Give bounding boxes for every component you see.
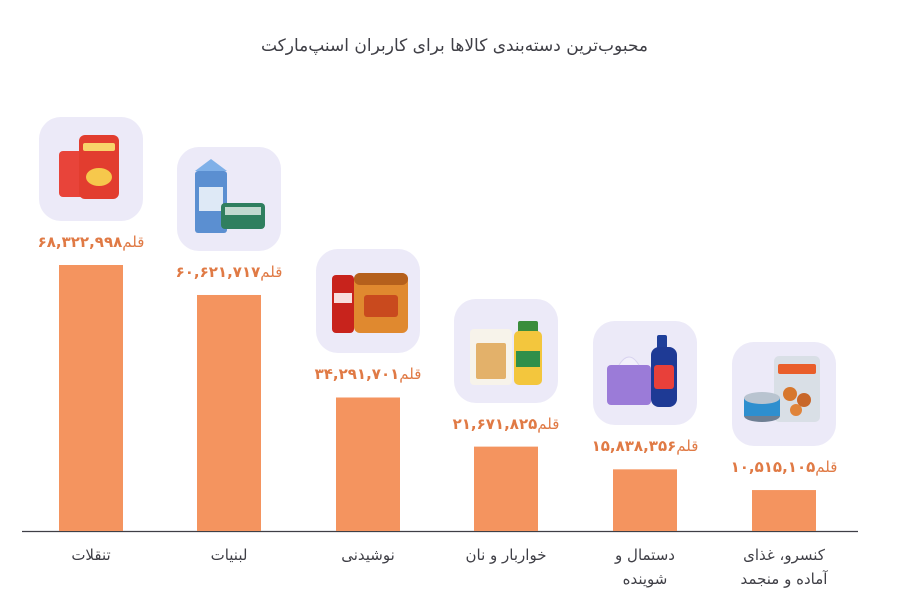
- tissue-box-and-detergent-icon: [607, 335, 677, 408]
- category-label-line: کنسرو، غذای: [743, 546, 825, 564]
- pasta-and-oil-bottle-icon: [470, 320, 542, 385]
- value-unit: قلم: [676, 437, 699, 456]
- category-label-line: خواربار و نان: [465, 546, 547, 564]
- category-label-line: شوینده: [622, 570, 668, 588]
- value-number: ۱۵,۸۳۸,۳۵۶: [591, 437, 677, 456]
- canned-fish-and-frozen-food-icon: [744, 356, 820, 423]
- category-label-1: تنقلات: [16, 543, 166, 567]
- value-label-5: قلم۱۵,۸۳۸,۳۵۶: [545, 437, 745, 455]
- category-label-line: تنقلات: [71, 546, 111, 564]
- category-label-2: لبنیات: [154, 543, 304, 567]
- category-label-line: نوشیدنی: [341, 546, 395, 564]
- milk-carton-icon: [195, 158, 265, 233]
- bar-4: [474, 446, 538, 531]
- value-unit: قلم: [260, 262, 283, 281]
- value-unit: قلم: [399, 365, 422, 384]
- category-label-4: خواربار و نان: [431, 543, 581, 567]
- bar-1: [59, 265, 123, 531]
- value-label-3: قلم۳۴,۲۹۱,۷۰۱: [268, 365, 468, 383]
- product-card-1: [39, 117, 143, 221]
- product-card-4: [454, 298, 558, 403]
- value-number: ۶۸,۳۲۲,۹۹۸: [37, 233, 123, 251]
- value-label-1: قلم۶۸,۳۲۲,۹۹۸: [0, 233, 191, 251]
- product-card-6: [732, 342, 836, 447]
- value-unit: قلم: [122, 233, 145, 251]
- value-number: ۶۰,۶۲۱,۷۱۷: [175, 262, 261, 281]
- chart-title: محبوب‌ترین دسته‌بندی کالاها برای کاربران…: [260, 36, 649, 56]
- product-card-5: [593, 321, 697, 426]
- value-label-4: قلم۲۱,۶۷۱,۸۲۵: [406, 415, 606, 433]
- value-unit: قلم: [537, 414, 560, 433]
- product-card-3: [316, 249, 420, 354]
- value-unit: قلم: [815, 458, 838, 477]
- bar-2: [197, 294, 261, 531]
- value-number: ۱۰,۵۱۵,۱۰۵: [730, 458, 816, 477]
- value-number: ۳۴,۲۹۱,۷۰۱: [314, 365, 400, 384]
- category-label-5: دستمال و شوینده: [570, 543, 720, 591]
- value-number: ۲۱,۶۷۱,۸۲۵: [452, 414, 538, 433]
- category-label-line: لبنیات: [210, 546, 248, 564]
- bar-5: [613, 469, 677, 531]
- cola-can-and-tin-icon: [332, 273, 408, 334]
- bar-6: [752, 490, 816, 531]
- bar-3: [336, 397, 400, 531]
- category-label-3: نوشیدنی: [293, 543, 443, 567]
- product-card-2: [177, 146, 281, 251]
- chips-bags-icon: [59, 135, 119, 199]
- category-label-line: دستمال و: [615, 546, 675, 564]
- value-label-2: قلم۶۰,۶۲۱,۷۱۷: [129, 263, 329, 281]
- category-label-6: کنسرو، غذای آماده و منجمد: [709, 543, 859, 591]
- value-label-6: قلم۱۰,۵۱۵,۱۰۵: [684, 458, 884, 476]
- category-label-line: آماده و منجمد: [740, 570, 828, 588]
